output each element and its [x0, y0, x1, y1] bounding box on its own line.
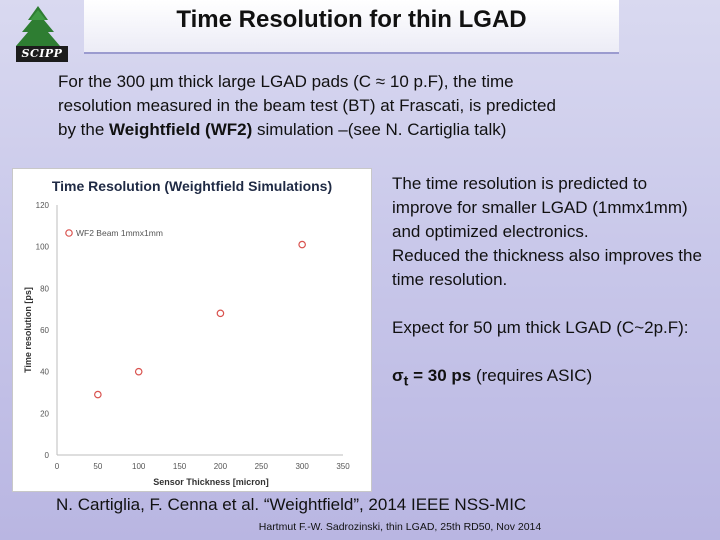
y-tick-label: 80	[40, 284, 49, 293]
prediction-text: The time resolution is predicted to impr…	[392, 174, 688, 241]
x-tick-label: 300	[295, 462, 309, 471]
legend-marker	[65, 229, 73, 237]
title-bar: Time Resolution for thin LGAD	[84, 0, 619, 54]
scipp-logo: SCIPP	[6, 4, 70, 70]
sigma-value: = 30 ps	[408, 366, 472, 385]
slide-title: Time Resolution for thin LGAD	[176, 6, 527, 33]
data-point	[134, 367, 143, 376]
y-tick-label: 40	[40, 368, 49, 377]
expectation-text: Expect for 50 µm thick LGAD (C~2p.F):	[392, 318, 689, 337]
x-tick-label: 0	[55, 462, 60, 471]
x-tick-label: 150	[173, 462, 187, 471]
y-tick-label: 120	[36, 201, 50, 210]
intro-line-3-prefix: by the	[58, 120, 110, 139]
sigma-statement: σt = 30 ps (requires ASIC)	[392, 364, 710, 393]
x-tick-label: 200	[214, 462, 228, 471]
right-column: The time resolution is predicted to impr…	[392, 172, 710, 393]
time-resolution-chart: Time Resolution (Weightfield Simulations…	[12, 168, 372, 492]
weightfield-emphasis: Weightfield (WF2)	[109, 120, 253, 139]
y-tick-label: 100	[36, 243, 50, 252]
chart-svg: Time Resolution (Weightfield Simulations…	[23, 178, 350, 487]
y-tick-label: 60	[40, 326, 49, 335]
y-axis-label: Time resolution [ps]	[23, 287, 33, 373]
intro-line-2: resolution measured in the beam test (BT…	[58, 96, 556, 115]
x-tick-label: 350	[336, 462, 350, 471]
y-tick-label: 20	[40, 409, 49, 418]
intro-line-1: For the 300 µm thick large LGAD pads (C …	[58, 72, 514, 91]
chart-title: Time Resolution (Weightfield Simulations…	[52, 178, 332, 194]
x-axis-label: Sensor Thickness [micron]	[153, 477, 269, 487]
legend-entry: WF2 Beam 1mmx1mm	[76, 228, 163, 238]
slide-footer: Hartmut F.-W. Sadrozinski, thin LGAD, 25…	[258, 521, 542, 533]
sigma-note: (requires ASIC)	[471, 366, 593, 385]
reference-citation: N. Cartiglia, F. Cenna et al. “Weightfie…	[56, 495, 527, 514]
x-tick-label: 250	[255, 462, 269, 471]
data-point	[94, 390, 102, 399]
y-tick-label: 0	[45, 451, 50, 460]
sigma-symbol: σ	[392, 366, 404, 385]
thickness-text: Reduced the thickness also improves the …	[392, 246, 702, 289]
intro-line-3-suffix: simulation –(see N. Cartiglia talk)	[252, 120, 507, 139]
x-tick-label: 100	[132, 462, 146, 471]
data-point	[298, 240, 306, 249]
intro-line-3: by the Weightfield (WF2) simulation –(se…	[58, 118, 668, 142]
logo-text: SCIPP	[16, 46, 68, 62]
x-tick-label: 50	[93, 462, 102, 471]
sigma-subscript: t	[403, 373, 409, 390]
data-point	[216, 309, 225, 318]
intro-paragraph: For the 300 µm thick large LGAD pads (C …	[58, 70, 668, 142]
